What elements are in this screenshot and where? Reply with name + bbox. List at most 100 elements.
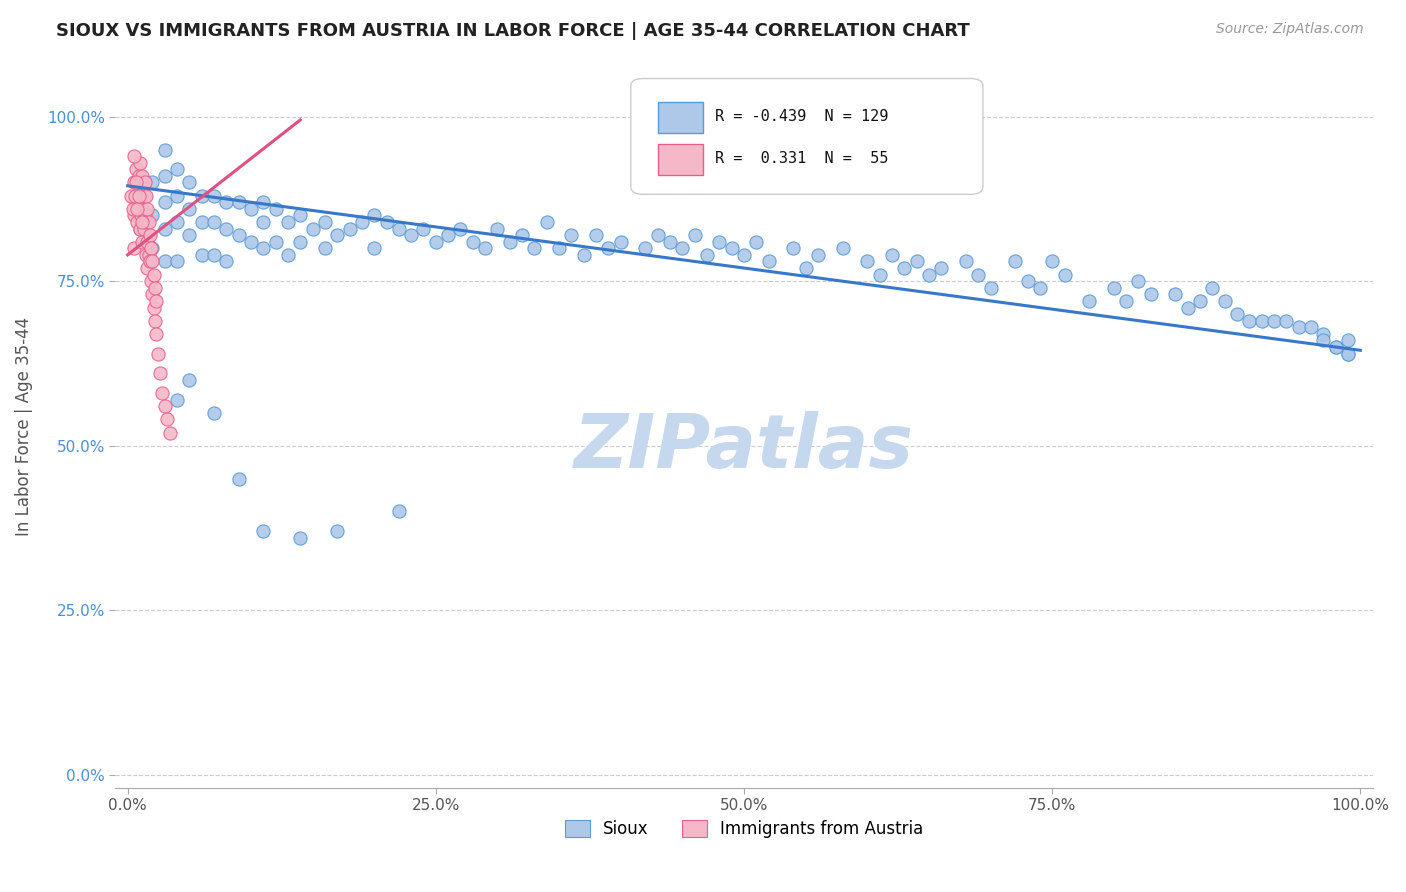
Point xyxy=(474,241,496,255)
Point xyxy=(1239,313,1261,327)
Point xyxy=(139,241,162,255)
Point xyxy=(142,268,165,282)
Point xyxy=(794,260,817,275)
FancyBboxPatch shape xyxy=(658,145,703,175)
Point xyxy=(807,248,830,262)
Point xyxy=(1324,340,1347,354)
Point xyxy=(202,406,225,420)
Point xyxy=(202,188,225,202)
Point xyxy=(709,235,731,249)
Point xyxy=(228,195,250,210)
Point xyxy=(131,215,153,229)
Point xyxy=(129,208,152,222)
Point xyxy=(290,531,312,545)
Point xyxy=(523,241,546,255)
Point xyxy=(363,241,385,255)
Point xyxy=(461,235,484,249)
Point xyxy=(141,208,163,222)
Point xyxy=(609,235,631,249)
Point xyxy=(598,241,620,255)
Point xyxy=(179,373,201,387)
FancyBboxPatch shape xyxy=(658,103,703,133)
Point xyxy=(1226,307,1249,321)
Point xyxy=(1128,274,1150,288)
Point xyxy=(314,215,336,229)
Point xyxy=(758,254,780,268)
Point xyxy=(1250,313,1272,327)
Point xyxy=(150,386,173,401)
Point xyxy=(141,241,163,255)
Point xyxy=(129,188,152,202)
Point xyxy=(239,235,262,249)
Point xyxy=(733,248,755,262)
Point xyxy=(1299,320,1322,334)
Point xyxy=(132,221,155,235)
Point xyxy=(918,268,941,282)
Point xyxy=(301,221,323,235)
Point xyxy=(128,169,150,183)
Point xyxy=(277,215,299,229)
Point xyxy=(326,228,349,243)
Text: R = -0.439  N = 129: R = -0.439 N = 129 xyxy=(716,109,889,124)
Point xyxy=(967,268,990,282)
Point xyxy=(536,215,558,229)
Point xyxy=(190,188,212,202)
Point xyxy=(125,176,148,190)
Point xyxy=(179,202,201,216)
Point xyxy=(124,188,146,202)
Point xyxy=(314,241,336,255)
Point xyxy=(1312,326,1334,341)
Point xyxy=(831,241,853,255)
Legend: Sioux, Immigrants from Austria: Sioux, Immigrants from Austria xyxy=(558,814,931,845)
Point xyxy=(131,169,153,183)
Point xyxy=(132,188,155,202)
Point xyxy=(127,188,149,202)
Point xyxy=(121,202,143,216)
Point xyxy=(1139,287,1161,301)
Point xyxy=(264,202,287,216)
Point xyxy=(683,228,706,243)
Point xyxy=(548,241,571,255)
Point xyxy=(127,202,149,216)
Point xyxy=(138,215,160,229)
Point xyxy=(138,248,160,262)
Point xyxy=(215,254,238,268)
Point xyxy=(671,241,693,255)
Point xyxy=(139,254,162,268)
Point xyxy=(228,228,250,243)
Point xyxy=(1029,281,1052,295)
Point xyxy=(893,260,915,275)
Point xyxy=(153,221,176,235)
Point xyxy=(135,248,157,262)
Point xyxy=(634,241,657,255)
Point xyxy=(134,176,156,190)
Point xyxy=(1115,293,1137,308)
Point xyxy=(122,176,145,190)
Point xyxy=(486,221,509,235)
Point xyxy=(1337,334,1360,348)
Point xyxy=(129,221,152,235)
Point xyxy=(363,208,385,222)
Point xyxy=(350,215,373,229)
Point xyxy=(955,254,977,268)
Point xyxy=(145,326,167,341)
Point xyxy=(131,202,153,216)
Text: R =  0.331  N =  55: R = 0.331 N = 55 xyxy=(716,151,889,166)
Point xyxy=(141,254,163,268)
Point xyxy=(326,524,349,539)
Point xyxy=(125,162,148,177)
Point xyxy=(128,188,150,202)
Point xyxy=(905,254,928,268)
Point xyxy=(136,235,159,249)
Point xyxy=(745,235,768,249)
Point xyxy=(1337,346,1360,360)
Point xyxy=(239,202,262,216)
Point xyxy=(290,208,312,222)
Point xyxy=(139,274,162,288)
Point xyxy=(122,208,145,222)
Point xyxy=(143,281,166,295)
FancyBboxPatch shape xyxy=(631,78,983,194)
Point xyxy=(856,254,879,268)
Point xyxy=(166,254,188,268)
Point xyxy=(153,254,176,268)
